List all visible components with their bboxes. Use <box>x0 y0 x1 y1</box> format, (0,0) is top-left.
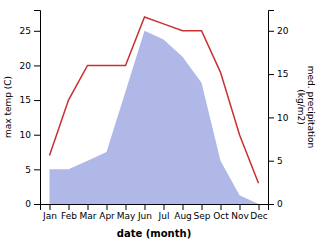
x-axis: Jan FebMarAprMayJun Jul AugSepOctNovDec <box>41 204 269 221</box>
x-tick-label: Dec <box>250 211 267 221</box>
y2-tick-mark <box>268 31 274 32</box>
x-tick-label: Jul <box>158 211 170 221</box>
y2-tick: 5 <box>268 156 283 166</box>
y-axis-title: max temp (C) <box>3 76 13 138</box>
y2-tick-mark <box>268 74 274 75</box>
y2-tick: 0 <box>268 199 283 209</box>
y2-tick-label: 0 <box>277 199 283 209</box>
x-tick-mark <box>221 204 222 210</box>
y2-tick-mark <box>268 117 274 118</box>
x-axis-line <box>41 205 269 211</box>
y2-axis-title-line: med. precipitation <box>306 66 316 148</box>
x-tick-label: Oct <box>213 211 229 221</box>
plot: Jan FebMarAprMayJun Jul AugSepOctNovDec 0 5 10… <box>20 11 289 222</box>
x-tick-mark <box>202 204 203 210</box>
y-tick: 10 <box>20 130 40 140</box>
x-tick-label: Jan <box>42 211 57 221</box>
x-tick: Jun <box>137 204 152 221</box>
x-tick-mark <box>69 204 70 210</box>
line <box>50 17 259 183</box>
x-tick-label: Jun <box>137 211 152 221</box>
x-tick-label: Mar <box>80 211 97 221</box>
x-tick: Apr <box>99 204 115 221</box>
x-tick-label: Aug <box>174 211 192 221</box>
x-tick-mark <box>88 204 89 210</box>
y-axis: 0 5 10 15 20 25 <box>20 11 41 210</box>
y-tick-mark <box>34 31 40 32</box>
y2-tick: 15 <box>268 69 288 79</box>
y-tick-label: 10 <box>20 130 32 140</box>
y-tick-label: 25 <box>20 26 31 36</box>
y2-axis-title: med. precipitation(kg/m2) <box>296 66 316 148</box>
x-tick-label: May <box>117 211 136 221</box>
y-tick-label: 0 <box>25 199 31 209</box>
area <box>50 31 259 204</box>
chart: Jan FebMarAprMayJun Jul AugSepOctNovDec 0 5 10… <box>0 0 318 242</box>
x-tick-mark <box>240 204 241 210</box>
x-tick: Oct <box>213 204 229 221</box>
x-tick: May <box>117 204 136 221</box>
x-tick-mark <box>107 204 108 210</box>
x-tick: Aug <box>174 204 192 221</box>
x-tick: Jul <box>158 204 170 221</box>
x-tick: Jan <box>42 204 57 221</box>
x-tick-mark <box>259 204 260 210</box>
y2-tick-label: 10 <box>277 113 289 123</box>
y-axis-line <box>34 11 41 205</box>
y2-tick-mark <box>268 204 274 205</box>
y-tick-mark <box>34 169 40 170</box>
y-tick: 20 <box>20 61 40 71</box>
x-tick-label: Nov <box>231 211 249 221</box>
x-tick: Sep <box>194 204 211 221</box>
y2-tick-mark <box>268 161 274 162</box>
marks <box>50 17 259 204</box>
x-axis-title: date (month) <box>117 228 191 239</box>
y-tick-mark <box>34 100 40 101</box>
y-tick-label: 5 <box>25 165 31 175</box>
y-tick: 15 <box>20 95 40 105</box>
x-tick-mark <box>50 204 51 210</box>
y2-tick: 10 <box>268 113 289 123</box>
y2-axis: 0 5 10 15 20 <box>268 11 289 210</box>
y2-tick-label: 15 <box>277 69 288 79</box>
y-tick-label: 15 <box>20 95 31 105</box>
y2-axis-line <box>269 11 275 205</box>
y-tick: 5 <box>25 165 40 175</box>
x-tick-mark <box>126 204 127 210</box>
y-tick-mark <box>34 204 40 205</box>
y-tick-mark <box>34 135 40 136</box>
x-tick: Mar <box>80 204 97 221</box>
y2-tick-label: 5 <box>277 156 283 166</box>
y2-axis-title-line: (kg/m2) <box>296 89 306 124</box>
y-tick: 0 <box>25 199 40 209</box>
x-tick: Dec <box>250 204 267 221</box>
y-tick-mark <box>34 65 40 66</box>
x-tick-mark <box>145 204 146 210</box>
x-tick: Nov <box>231 204 249 221</box>
x-tick-mark <box>183 204 184 210</box>
x-tick-label: Feb <box>61 211 77 221</box>
x-tick-mark <box>164 204 165 210</box>
y-tick: 25 <box>20 26 40 36</box>
x-tick-label: Apr <box>99 211 115 221</box>
y2-tick-label: 20 <box>277 26 289 36</box>
x-tick-label: Sep <box>194 211 211 221</box>
y2-tick: 20 <box>268 26 289 36</box>
x-tick: Feb <box>61 204 77 221</box>
y-tick-label: 20 <box>20 61 32 71</box>
